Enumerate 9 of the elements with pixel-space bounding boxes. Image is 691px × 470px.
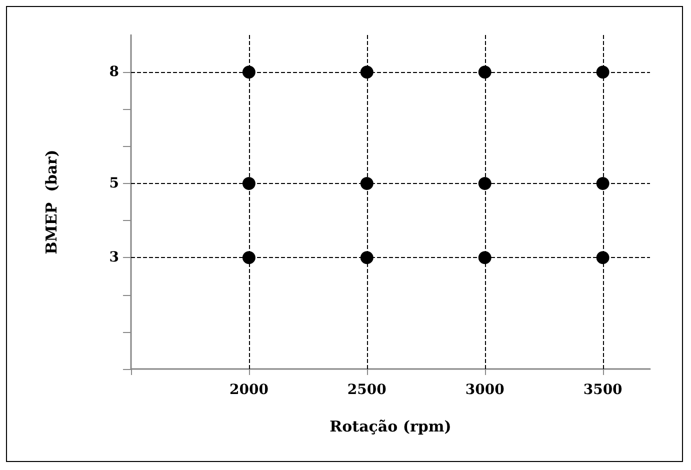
- y-axis-title: BMEP (bar): [42, 150, 60, 254]
- y-tick-label: 8: [109, 64, 119, 80]
- x-tick-label: 2000: [229, 382, 269, 398]
- x-tick-label: 3500: [583, 382, 623, 398]
- x-tick-label: 2500: [347, 382, 387, 398]
- x-axis-title: Rotação (rpm): [330, 418, 452, 436]
- x-tick-label: 3000: [465, 382, 505, 398]
- y-tick-label: 3: [109, 250, 119, 266]
- y-tick-label: 5: [109, 175, 119, 192]
